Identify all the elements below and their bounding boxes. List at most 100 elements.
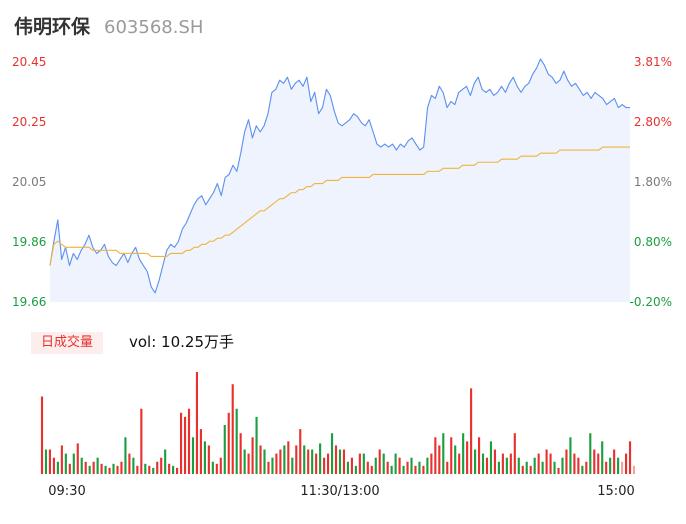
volume-bar: [402, 465, 405, 474]
price-tick-label: 19.66: [12, 295, 46, 309]
volume-bar: [164, 449, 167, 474]
volume-bar: [84, 461, 87, 474]
volume-bar: [247, 453, 250, 474]
volume-bar: [287, 441, 290, 474]
volume-bar: [589, 433, 592, 474]
volume-bar: [100, 463, 103, 474]
volume-bar: [227, 412, 230, 474]
volume-bar: [56, 461, 59, 474]
volume-bar: [180, 412, 183, 474]
price-series-line: [49, 58, 630, 294]
volume-bar: [263, 449, 266, 474]
volume-bar: [454, 445, 457, 474]
stock-code: 603568.SH: [104, 17, 204, 38]
volume-bar: [76, 443, 79, 474]
volume-bar: [354, 465, 357, 474]
volume-bar: [597, 453, 600, 474]
volume-bar: [195, 372, 199, 474]
volume-bar: [267, 461, 270, 474]
percent-tick-label: 0.80%: [634, 235, 672, 249]
volume-bar: [366, 461, 369, 474]
price-tick-label: 20.05: [12, 175, 46, 189]
volume-bar: [311, 449, 314, 474]
volume-bar: [458, 453, 461, 474]
volume-bar: [533, 457, 536, 474]
volume-bar: [116, 465, 119, 474]
volume-bar: [223, 425, 226, 474]
volume-bar: [299, 429, 302, 474]
volume-bar: [80, 457, 83, 474]
volume-bar: [271, 457, 274, 474]
volume-bar: [378, 449, 381, 474]
volume-bar: [529, 465, 532, 474]
price-tick-label: 20.25: [12, 115, 46, 129]
stock-name: 伟明环保: [14, 16, 91, 38]
volume-bar: [414, 465, 417, 474]
time-tick-label: 11:30/13:00: [300, 484, 379, 499]
volume-bar: [382, 453, 385, 474]
percent-tick-label: 3.81%: [634, 55, 672, 69]
volume-bar: [470, 388, 473, 474]
volume-bar: [128, 453, 131, 474]
volume-bar: [442, 433, 445, 474]
volume-bar: [545, 449, 548, 474]
price-panel: [49, 58, 630, 303]
volume-bar: [481, 453, 485, 474]
volume-bar: [406, 461, 409, 474]
time-tick-label: 15:00: [597, 484, 634, 499]
volume-bar: [207, 445, 210, 474]
stock-header: 伟明环保 603568.SH: [14, 12, 203, 42]
volume-bar: [390, 465, 393, 474]
volume-bar: [553, 461, 556, 474]
daily-volume-badge[interactable]: 日成交量: [31, 332, 104, 354]
price-tick-label: 19.86: [12, 235, 46, 249]
volume-bar: [497, 461, 500, 474]
volume-bar: [319, 443, 322, 474]
volume-panel: [40, 372, 636, 474]
volume-bar: [215, 463, 218, 474]
volume-bar: [156, 461, 159, 474]
volume-bar: [621, 461, 624, 474]
volume-bar: [279, 449, 282, 474]
time-tick-label: 09:30: [48, 484, 85, 499]
volume-bar: [338, 449, 342, 474]
volume-bar: [303, 445, 306, 474]
volume-bar: [561, 457, 564, 474]
volume-bar: [172, 465, 175, 474]
volume-bar: [466, 441, 469, 474]
volume-bar: [573, 453, 576, 474]
volume-bar: [493, 449, 497, 474]
volume-bar: [509, 453, 512, 474]
volume-bar: [124, 437, 127, 474]
volume-bar: [96, 457, 99, 474]
percent-tick-label: 2.80%: [634, 115, 672, 129]
volume-bar: [585, 461, 588, 474]
volume-bar: [517, 457, 520, 474]
volume-bar: [144, 463, 147, 474]
volume-bar: [243, 449, 246, 474]
volume-bar: [537, 453, 540, 474]
volume-bar: [430, 453, 433, 474]
volume-bar: [327, 453, 330, 474]
volume-bar: [275, 453, 278, 474]
volume-bar: [291, 457, 294, 474]
volume-bar: [199, 429, 202, 474]
volume-bar: [140, 408, 143, 474]
volume-bar: [148, 465, 151, 474]
volume-bar: [358, 453, 361, 474]
volume-bar: [350, 457, 353, 474]
volume-bar: [120, 461, 123, 474]
volume-bar: [88, 465, 91, 474]
volume-bar: [136, 465, 139, 474]
volume-bar: [557, 467, 560, 474]
volume-bar: [362, 453, 365, 474]
volume-bar: [593, 449, 596, 474]
volume-readout: vol: 10.25万手: [129, 333, 234, 351]
volume-bar: [64, 453, 67, 474]
volume-bar: [152, 467, 155, 474]
volume-bar: [438, 445, 441, 474]
volume-bar: [565, 449, 568, 474]
price-tick-label: 20.45: [12, 55, 46, 69]
